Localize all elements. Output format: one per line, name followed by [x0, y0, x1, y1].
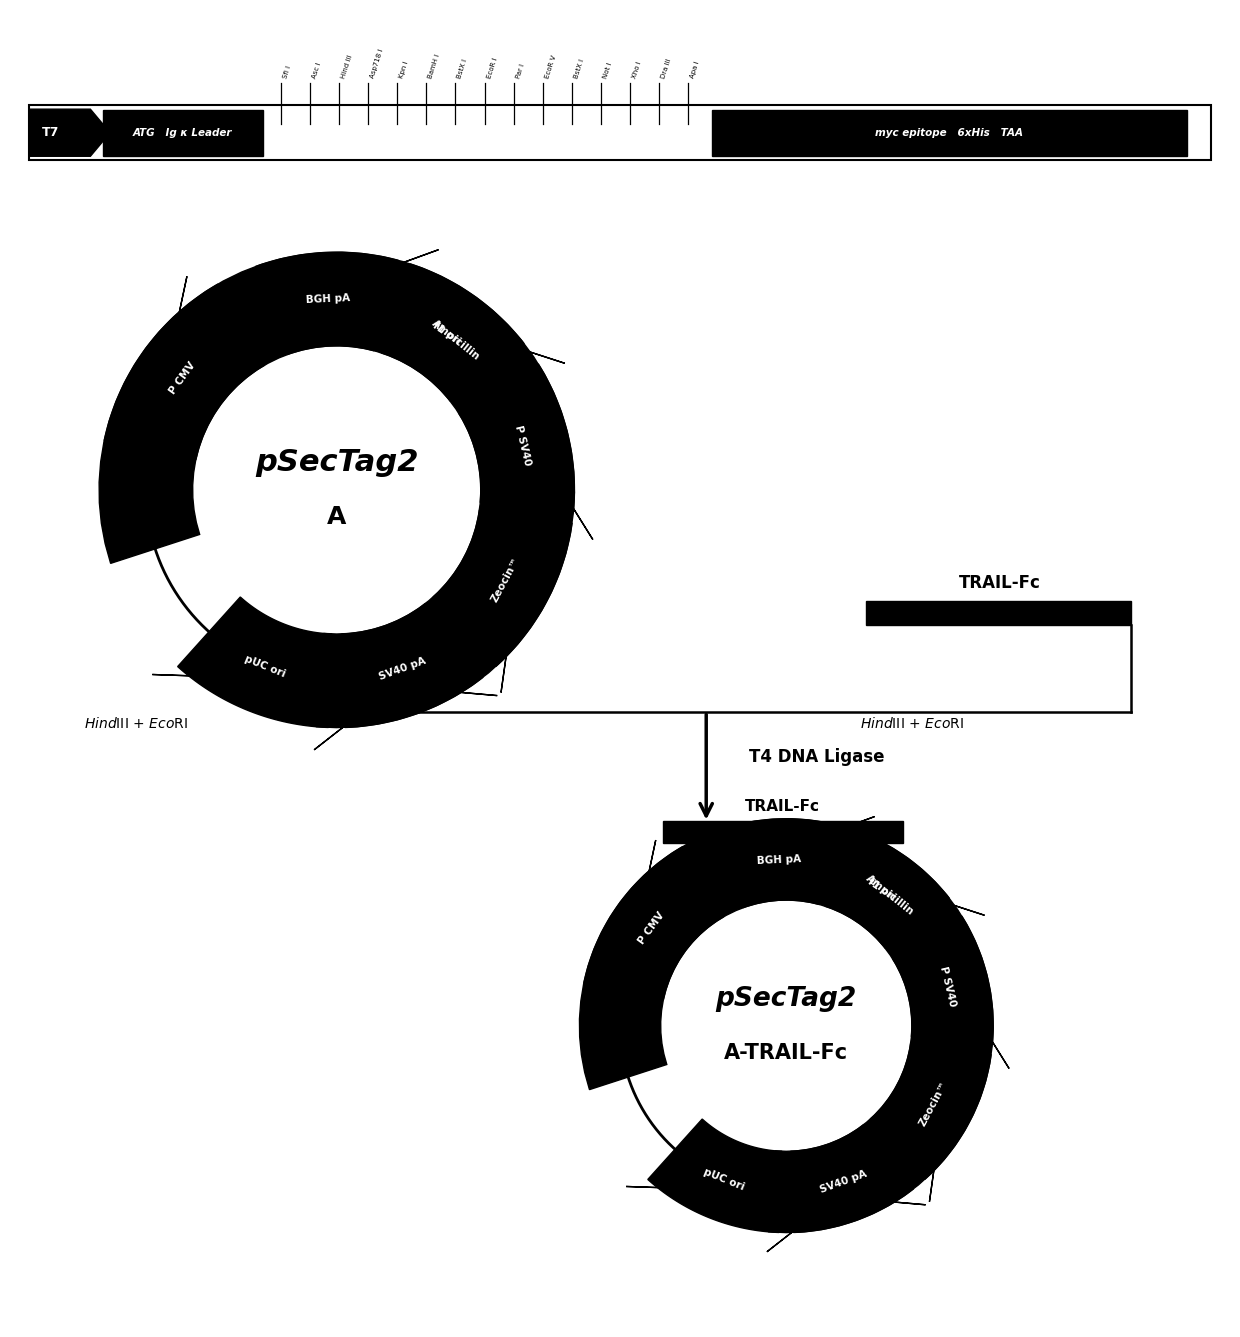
Text: BGH pA: BGH pA	[306, 293, 351, 305]
Polygon shape	[584, 846, 723, 1000]
Polygon shape	[342, 603, 484, 727]
Text: SV40 pA: SV40 pA	[818, 1169, 868, 1195]
Polygon shape	[314, 583, 528, 750]
Polygon shape	[884, 869, 1009, 1068]
Text: Asp718 I: Asp718 I	[370, 48, 384, 79]
Text: BstX I: BstX I	[573, 57, 585, 79]
Polygon shape	[227, 673, 497, 695]
Text: T7: T7	[42, 126, 60, 139]
Text: EcoR V: EcoR V	[544, 55, 557, 79]
Polygon shape	[766, 1107, 952, 1251]
Text: P SV40: P SV40	[512, 424, 532, 467]
Polygon shape	[825, 829, 950, 948]
Polygon shape	[449, 309, 593, 540]
Text: $\mathit{Hind}$III + $\mathit{Eco}$RI: $\mathit{Hind}$III + $\mathit{Eco}$RI	[84, 717, 188, 731]
Text: myc epitope   6xHis   TAA: myc epitope 6xHis TAA	[875, 128, 1023, 138]
Polygon shape	[930, 968, 962, 1202]
Text: Zeocin™: Zeocin™	[490, 555, 521, 604]
Polygon shape	[893, 916, 993, 1044]
Text: Ampicillin: Ampicillin	[864, 873, 915, 917]
Polygon shape	[626, 1186, 862, 1195]
Polygon shape	[130, 277, 187, 541]
Polygon shape	[306, 279, 565, 364]
Text: A-TRAIL-Fc: A-TRAIL-Fc	[724, 1043, 848, 1063]
Text: Kpn I: Kpn I	[398, 60, 409, 79]
Text: Apa I: Apa I	[689, 60, 701, 79]
FancyArrow shape	[29, 110, 110, 156]
Text: Hind III: Hind III	[341, 53, 353, 79]
Polygon shape	[433, 509, 572, 667]
Text: TRAIL-Fc: TRAIL-Fc	[745, 798, 820, 814]
Text: pSecTag2: pSecTag2	[255, 448, 418, 477]
Text: P SV40: P SV40	[939, 965, 957, 1008]
Text: Sfi I: Sfi I	[283, 64, 293, 79]
Text: pUC ori: pUC ori	[243, 654, 288, 679]
Text: Xho I: Xho I	[631, 60, 642, 79]
Text: Dra III: Dra III	[660, 57, 672, 79]
Polygon shape	[99, 253, 574, 727]
Polygon shape	[715, 818, 839, 908]
Text: f1 ori: f1 ori	[866, 876, 898, 902]
Polygon shape	[691, 1185, 925, 1205]
Polygon shape	[255, 253, 398, 354]
Text: SV40 pA: SV40 pA	[377, 656, 427, 682]
Text: P CMV: P CMV	[167, 360, 197, 396]
Bar	[712, 110, 1187, 155]
Text: Not I: Not I	[601, 62, 613, 79]
Bar	[867, 600, 1131, 626]
Text: BstX I: BstX I	[456, 57, 469, 79]
Text: BamH I: BamH I	[428, 53, 441, 79]
Text: Zeocin™: Zeocin™	[918, 1079, 949, 1128]
Polygon shape	[501, 424, 539, 693]
Text: A: A	[327, 505, 346, 529]
Polygon shape	[870, 1043, 991, 1179]
Polygon shape	[381, 263, 525, 401]
Text: BGH pA: BGH pA	[756, 853, 801, 865]
Polygon shape	[760, 842, 985, 916]
Text: $\mathit{Hind}$III + $\mathit{Eco}$RI: $\mathit{Hind}$III + $\mathit{Eco}$RI	[861, 717, 963, 731]
Bar	[663, 821, 903, 844]
Polygon shape	[177, 598, 331, 727]
Polygon shape	[647, 1119, 782, 1233]
Bar	[29, 106, 1211, 160]
Text: Par I: Par I	[515, 63, 526, 79]
Polygon shape	[184, 250, 439, 342]
Polygon shape	[153, 674, 424, 685]
Bar	[103, 110, 263, 155]
Text: pSecTag2: pSecTag2	[715, 985, 857, 1012]
Text: Asc I: Asc I	[311, 62, 322, 79]
Text: ATG   Ig κ Leader: ATG Ig κ Leader	[133, 128, 233, 138]
Text: Ampicillin: Ampicillin	[430, 318, 481, 362]
Polygon shape	[104, 283, 264, 460]
Polygon shape	[791, 1124, 914, 1233]
Polygon shape	[606, 840, 656, 1071]
Text: pUC ori: pUC ori	[702, 1167, 746, 1193]
Polygon shape	[579, 818, 993, 1233]
Text: P CMV: P CMV	[637, 910, 667, 947]
Text: f1 ori: f1 ori	[430, 321, 463, 346]
Polygon shape	[459, 364, 574, 511]
Text: TRAIL-Fc: TRAIL-Fc	[959, 574, 1040, 592]
Text: EcoR I: EcoR I	[486, 57, 498, 79]
Polygon shape	[653, 817, 874, 897]
Text: T4 DNA Ligase: T4 DNA Ligase	[749, 749, 885, 766]
